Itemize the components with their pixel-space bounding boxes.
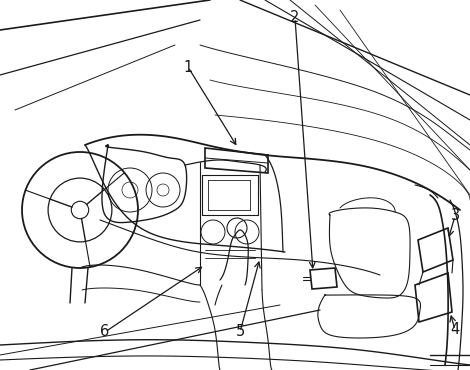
Text: 6: 6 [101, 324, 110, 340]
Text: 1: 1 [183, 60, 193, 74]
Text: 5: 5 [235, 324, 244, 340]
Text: 2: 2 [290, 10, 300, 26]
Text: 4: 4 [450, 323, 460, 337]
Text: 3: 3 [450, 209, 460, 223]
